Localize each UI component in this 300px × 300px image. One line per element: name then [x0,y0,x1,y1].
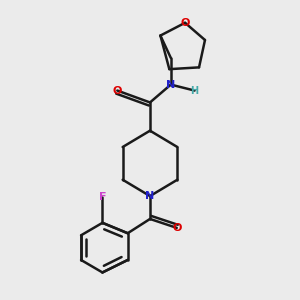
Text: N: N [166,80,176,90]
Text: N: N [146,191,154,201]
Text: O: O [112,85,122,96]
Text: O: O [172,223,182,233]
Text: H: H [190,85,199,96]
Text: F: F [99,192,106,202]
Text: O: O [180,18,190,28]
